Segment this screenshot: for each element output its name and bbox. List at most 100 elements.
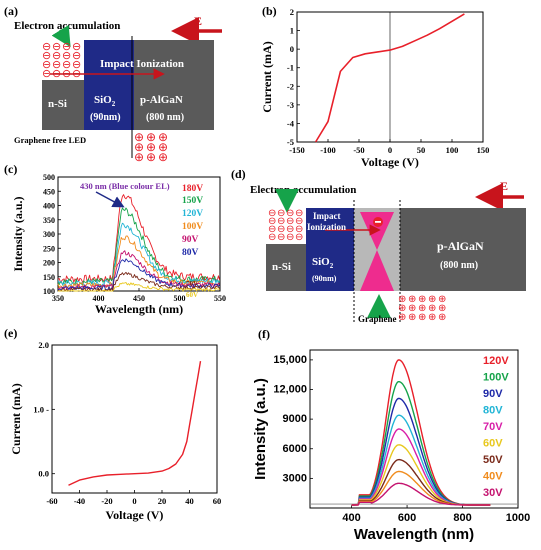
panel-d-electron-8: ⊖ [268, 224, 276, 235]
chart-f-legend-100V: 100V [483, 372, 509, 384]
chart-b-ytick-label-2: -3 [287, 100, 294, 110]
chart-f-xtick-label-0: 400 [342, 512, 360, 524]
panel-d-hole-7: ⊕ [418, 303, 426, 314]
panel-a-electron-12: ⊖ [42, 68, 51, 80]
panel-d-hole-8: ⊕ [428, 303, 436, 314]
chart-b-ytick-label-4: -1 [287, 63, 294, 73]
panel-a-hole-6: ⊕ [134, 150, 144, 164]
chart-c-legend-70V: 70V [186, 280, 198, 288]
panel-a-sio2-thickness: (90nm) [90, 112, 121, 123]
panel-a-electron-10: ⊖ [62, 59, 71, 71]
panel-d-electron-7: ⊖ [295, 216, 303, 227]
chart-b-ytick-label-0: -5 [287, 137, 294, 147]
chart-b-ylabel: Current (mA) [260, 41, 274, 112]
chart-c-legend-180V: 180V [182, 184, 203, 194]
panel-d-electrons: ⊖ ⊖ ⊖ ⊖⊖ ⊖ ⊖ ⊖⊖ ⊖ ⊖ ⊖⊖ ⊖ ⊖ ⊖ [268, 208, 303, 243]
chart-c-legend-120V: 120V [182, 209, 203, 219]
panel-d-p-algan-thickness: (800 nm) [440, 260, 478, 271]
chart-f-legend-60V: 60V [483, 438, 503, 450]
chart-f-legend-70V: 70V [483, 421, 503, 433]
chart-f-ytick-label-0: 3000 [283, 472, 307, 484]
panel-a-hole-1: ⊕ [146, 130, 156, 144]
chart-c-panel-label: (c) [4, 162, 17, 176]
chart-f-series-30V [351, 482, 491, 506]
chart-e-frame [51, 344, 218, 494]
panel-d-electron-minus [375, 221, 381, 223]
panel-d-hole-1: ⊕ [408, 294, 416, 305]
chart-b-xtick-label-1: -100 [320, 145, 336, 155]
chart-e-xtick-label-1: -40 [74, 496, 85, 506]
chart-f-ylabel: Intensity (a.u.) [252, 378, 269, 480]
chart-c-legend-150V: 150V [182, 196, 203, 206]
panel-d-hole-9: ⊕ [438, 303, 446, 314]
panel-a: (a) Electron accumulation E ⊖ ⊖ ⊖ ⊖⊖ ⊖ ⊖ ⊖⊖ ⊖ ⊖ ⊖… [4, 4, 222, 164]
chart-c-xtick-label-4: 550 [214, 294, 226, 303]
chart-c-series-70V [57, 271, 220, 292]
chart-f: 400 600 800 1000 3000 6000 9000 12,000 15,000 Wav… [252, 327, 530, 543]
chart-c-ytick-label-2: 200 [43, 259, 55, 268]
panel-d-graphene-label: Graphene [358, 314, 397, 324]
chart-f-frame [309, 349, 519, 509]
panel-a-hole-4: ⊕ [146, 140, 156, 154]
panel-d-electron-13: ⊖ [277, 232, 285, 243]
panel-d-hole-12: ⊕ [418, 312, 426, 323]
chart-e-ytick-label-2: 2.0 [38, 340, 49, 350]
panel-a-hole-2: ⊕ [158, 130, 168, 144]
chart-c-xtick-label-3: 500 [174, 294, 186, 303]
panel-a-impact-ionization-label: Impact Ionization [100, 58, 184, 70]
chart-c-series-180V [57, 194, 221, 283]
chart-f-series-120V [351, 359, 491, 506]
panel-d-electron-1: ⊖ [277, 208, 285, 219]
panel-d-electron-12: ⊖ [268, 232, 276, 243]
panel-a-hole-5: ⊕ [158, 140, 168, 154]
chart-b-ytick-label-1: -4 [287, 118, 295, 128]
chart-e: -60 -40 -20 0 20 40 60 0.0 1.0 - 2.0 Voltage (V) Cu… [4, 326, 221, 522]
panel-a-sio2-label: SiO2 [94, 94, 116, 108]
panel-d-electron-3: ⊖ [295, 208, 303, 219]
chart-f-xtick-label-2: 800 [453, 512, 471, 524]
panel-d-hole-2: ⊕ [418, 294, 426, 305]
panel-a-hole-8: ⊕ [158, 150, 168, 164]
panel-a-hole-7: ⊕ [146, 150, 156, 164]
panel-d-p-algan-label: p-AlGaN [437, 239, 484, 253]
panel-d-hole-0: ⊕ [398, 294, 406, 305]
chart-b-xtick-label-4: 50 [417, 145, 426, 155]
chart-f-xtick-label-3: 1000 [506, 512, 530, 524]
chart-c-ytick-label-4: 300 [43, 230, 55, 239]
panel-d-hole-3: ⊕ [428, 294, 436, 305]
panel-d-hole-5: ⊕ [398, 303, 406, 314]
chart-f-ytick-label-3: 12,000 [273, 384, 307, 396]
chart-f-series-100V [351, 381, 491, 506]
chart-c-xtick-label-2: 450 [133, 294, 145, 303]
chart-b: -150 -100 -50 0 50 100 150 -5 -4 -3 -2 -1 0 1 2 Voltage… [260, 4, 489, 169]
chart-c-legend-100V: 100V [182, 222, 203, 232]
chart-e-ytick-label-1: 1.0 - [33, 404, 49, 414]
panel-a-label: (a) [4, 4, 18, 18]
chart-c-ylabel: Intensity (a.u.) [11, 196, 25, 271]
panel-a-electron-8: ⊖ [42, 59, 51, 71]
panel-d-electron-0: ⊖ [268, 208, 276, 219]
panel-d-sio2-block [306, 208, 354, 291]
chart-b-xtick-label-0: -150 [289, 145, 305, 155]
panel-d-graphene-cones [360, 212, 394, 291]
panel-d-electron-5: ⊖ [277, 216, 285, 227]
panel-a-electron-2: ⊖ [62, 41, 71, 53]
panel-d-p-algan-block [400, 208, 526, 291]
chart-c: 350 400 450 500 550 100 150 200 250 300 350 400 450 5… [4, 162, 226, 316]
panel-a-electron-5: ⊖ [52, 50, 61, 62]
chart-e-xtick-label-2: -20 [101, 496, 112, 506]
panel-d-electron-15: ⊖ [295, 232, 303, 243]
chart-f-legend-90V: 90V [483, 388, 503, 400]
panel-d-electron-10: ⊖ [286, 224, 294, 235]
panel-d-impact-label-2: Ionization [307, 222, 346, 232]
panel-d-n-si-block [266, 244, 306, 291]
chart-c-ytick-label-0: 100 [43, 287, 55, 296]
chart-c-xtick-label-0: 350 [52, 294, 64, 303]
chart-c-annotation-arrow [95, 191, 125, 208]
chart-e-xtick-label-3: 0 [132, 496, 136, 506]
chart-c-ytick-label-6: 400 [43, 202, 55, 211]
chart-c-ytick-label-1: 150 [43, 273, 55, 282]
chart-f-xtick-label-1: 600 [398, 512, 416, 524]
panel-a-p-algan-label: p-AlGaN [140, 94, 183, 106]
panel-a-electron-6: ⊖ [62, 50, 71, 62]
